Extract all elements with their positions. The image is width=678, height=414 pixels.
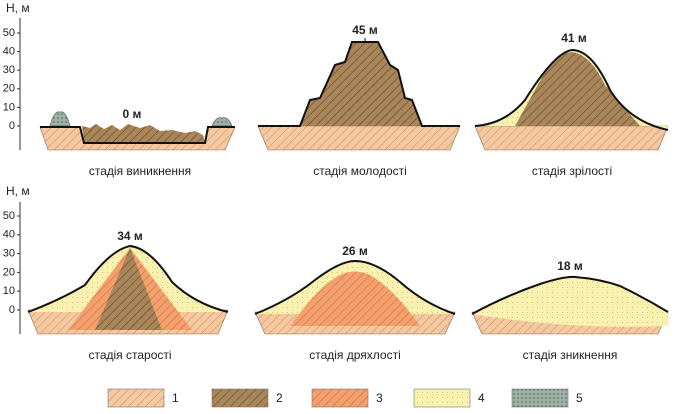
stage-label: стадія дряхлості (309, 348, 401, 362)
panel: 26 м стадія дряхлості (254, 244, 456, 362)
axis-label: Н, м (6, 184, 30, 198)
tick-label: 0 (9, 304, 15, 316)
height-label: 45 м (352, 23, 378, 37)
tick-label: 30 (3, 248, 15, 260)
surface (40, 126, 235, 144)
tick-label: 40 (3, 46, 15, 58)
panel: 41 м стадія зрілості (474, 31, 669, 178)
tick-label: 10 (3, 285, 15, 297)
bedrock (257, 125, 461, 151)
mound (211, 117, 233, 127)
sediment (82, 124, 205, 142)
height-label: 0 м (123, 107, 142, 121)
axis-row: Н, м 0 10 20 30 40 50 (3, 184, 30, 334)
legend-swatch (107, 388, 165, 408)
legend-swatch (311, 388, 369, 408)
legend-swatch (511, 388, 569, 408)
panel: 18 м стадія зникнення (471, 259, 669, 362)
legend-swatch (413, 388, 471, 408)
tick-label: 40 (3, 229, 15, 241)
panel: 45 м стадія молодості (257, 23, 461, 178)
stage-label: стадія зрілості (532, 164, 612, 178)
tick-label: 0 (9, 120, 15, 132)
eroded-rock (290, 271, 420, 326)
legend-label: 5 (576, 391, 583, 405)
tick-label: 50 (3, 27, 15, 39)
core-rock (95, 248, 162, 330)
surface (254, 259, 456, 315)
tick-label: 50 (3, 210, 15, 222)
axis-label: Н, м (6, 1, 30, 15)
height-label: 41 м (561, 31, 587, 45)
stage-label: стадія молодості (313, 164, 407, 178)
mountain (300, 42, 422, 126)
legend-label: 3 (376, 391, 383, 405)
surface (471, 275, 669, 315)
stage-label: стадія старості (88, 348, 171, 362)
stage-label: стадія виникнення (89, 164, 191, 178)
mound (49, 111, 71, 127)
surface (474, 48, 669, 131)
tick-label: 20 (3, 266, 15, 278)
weathering (472, 276, 668, 327)
legend-label: 2 (276, 391, 283, 405)
legend-swatch (211, 388, 269, 408)
height-label: 34 м (117, 229, 143, 243)
stage-label: стадія зникнення (523, 348, 618, 362)
bedrock (474, 125, 669, 151)
height-label: 26 м (342, 244, 368, 258)
panel: 0 м стадія виникнення (39, 107, 236, 178)
tick-label: 20 (3, 83, 15, 95)
legend: 1 2 3 4 5 (107, 388, 583, 408)
surface (27, 244, 229, 313)
legend-label: 1 (172, 391, 179, 405)
legend-label: 4 (478, 391, 485, 405)
panel: 34 м стадія старості (27, 229, 229, 362)
tick-label: 30 (3, 64, 15, 76)
axis-row: Н, м 0 10 20 30 40 50 (3, 1, 30, 150)
tick-label: 10 (3, 101, 15, 113)
height-label: 18 м (557, 259, 583, 273)
